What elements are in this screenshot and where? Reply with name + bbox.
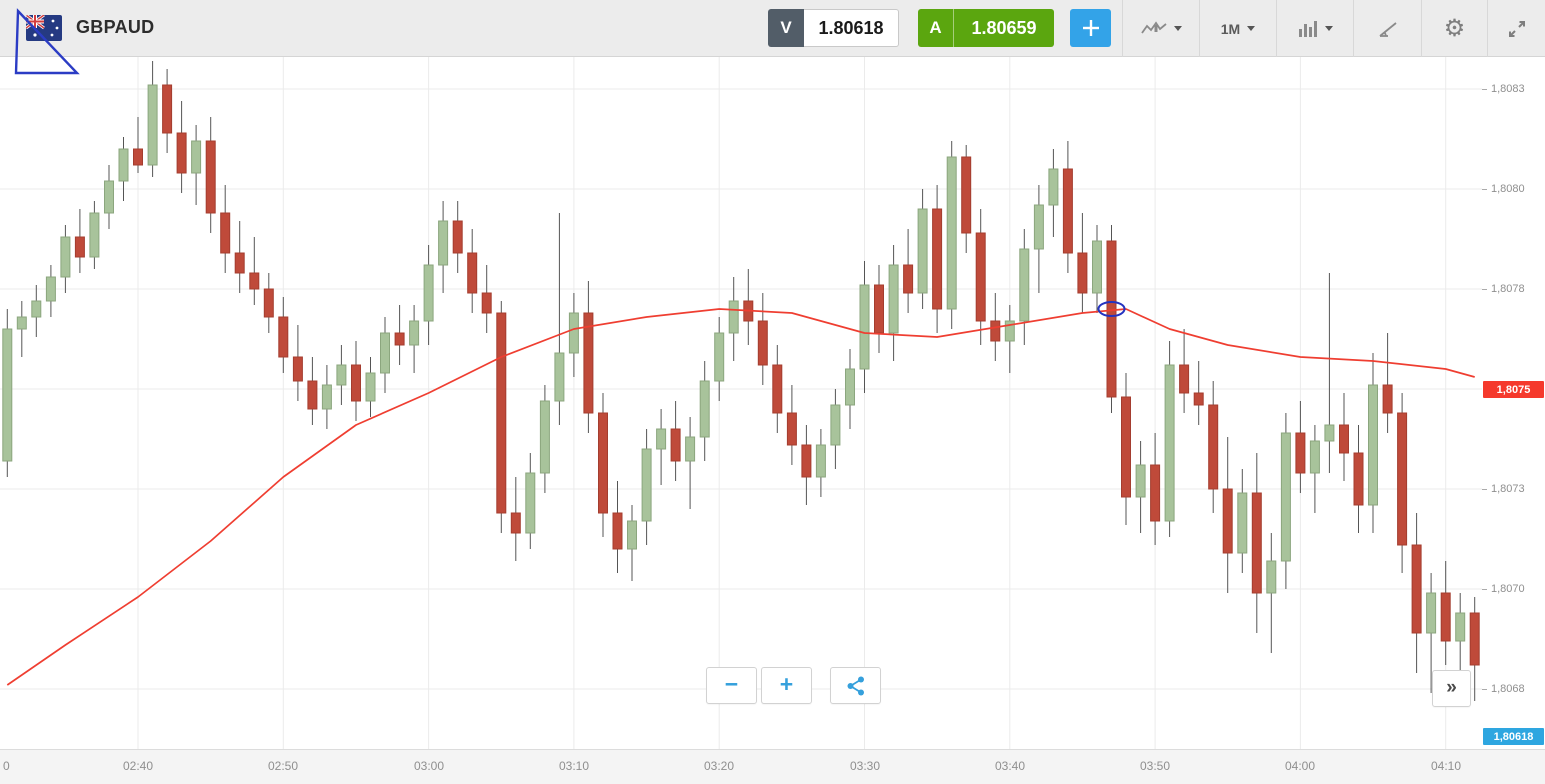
indicators-dropdown[interactable] [1276,0,1353,57]
chart-type-dropdown[interactable] [1122,0,1199,57]
price-tick-label: 1,8080 [1482,182,1525,196]
buy-direction-label: A [918,9,954,47]
collapse-button[interactable]: » [1432,670,1471,707]
zoom-in-button[interactable]: + [761,667,812,704]
instrument-name: GBPAUD [76,17,155,37]
toolbar-icon-group: 1M ⚙ [1122,0,1545,57]
time-tick-label: 02:50 [267,759,299,773]
indicators-icon [1298,20,1317,37]
price-tick-label: 1,8073 [1482,482,1525,496]
trendline-icon [1378,21,1397,37]
last-price-tag: 1,80618 [1483,728,1544,745]
chevron-down-icon [1324,26,1333,31]
share-icon [847,676,864,695]
price-chart[interactable] [0,57,1482,749]
chevron-down-icon [1247,26,1256,31]
grid-lines [0,57,1482,749]
timeframe-label: 1M [1220,20,1241,37]
buy-button[interactable]: A 1.80659 [918,9,1054,47]
price-tick-label: 1,8068 [1482,682,1525,696]
time-axis: 0 02:40 02:50 03:00 03:10 03:20 03:30 03:40 03:… [0,749,1545,784]
crosshair-button[interactable] [1070,9,1111,47]
price-tick-label: 1,8078 [1482,282,1525,296]
time-tick-label: 04:00 [1284,759,1316,773]
double-chevron-right-icon: » [1446,676,1457,698]
settings-button[interactable]: ⚙ [1421,0,1487,57]
chart-type-icon [1140,20,1167,34]
moving-average-line[interactable] [6,308,1475,686]
buy-price: 1.80659 [954,9,1054,47]
drawing-tools-button[interactable] [1353,0,1421,57]
expand-icon [1508,20,1525,37]
zoom-out-button[interactable]: − [706,667,757,704]
time-tick-label: 03:00 [413,759,445,773]
time-tick-label: 03:40 [994,759,1026,773]
ellipse-annotation[interactable] [1097,301,1126,317]
time-tick-label: 03:30 [849,759,881,773]
toolbar: GBPAUD V 1.80618 A 1.80659 1M [0,0,1545,57]
gear-icon: ⚙ [1443,14,1466,42]
sell-button[interactable]: V 1.80618 [768,9,899,47]
time-tick-label: 03:10 [558,759,590,773]
price-tick-label: 1,8083 [1482,82,1525,96]
sell-direction-label: V [768,9,804,47]
crosshair-icon [1082,20,1099,36]
chevron-down-icon [1173,26,1182,31]
price-axis: 1,8075 1,80618 1,8083 1,8080 1,8078 1,8073 1… [1482,57,1545,749]
time-axis-partial-label: 0 [3,759,10,773]
ma-price-tag: 1,8075 [1483,381,1544,398]
triangle-annotation[interactable] [10,6,90,78]
sell-price: 1.80618 [804,9,899,47]
time-tick-label: 03:50 [1139,759,1171,773]
time-tick-label: 02:40 [122,759,154,773]
time-tick-label: 03:20 [703,759,735,773]
timeframe-dropdown[interactable]: 1M [1199,0,1276,57]
plus-icon: + [779,671,794,697]
time-tick-label: 04:10 [1430,759,1462,773]
candles [2,61,1480,701]
share-button[interactable] [830,667,881,704]
price-tick-label: 1,8070 [1482,582,1525,596]
minus-icon: − [724,671,739,697]
fullscreen-button[interactable] [1487,0,1545,57]
